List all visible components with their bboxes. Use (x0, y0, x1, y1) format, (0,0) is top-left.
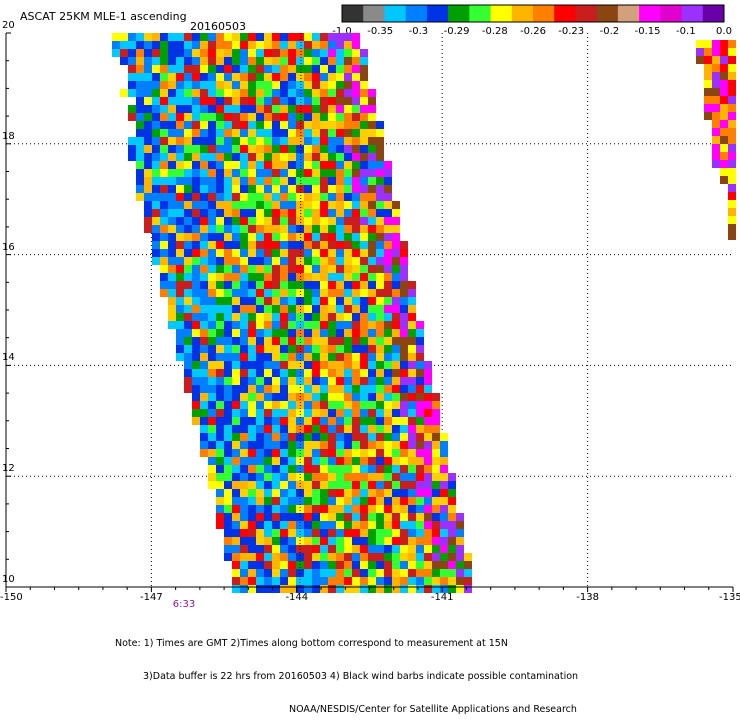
x-tick-label: -138 (576, 592, 599, 603)
x-tick-label: -141 (430, 592, 454, 603)
y-tick-label: 12 (2, 463, 15, 475)
colorbar-segment (426, 5, 449, 22)
y-tick-label: 10 (2, 574, 15, 585)
colorbar-tick-label: -0.1 (676, 26, 696, 37)
colorbar-segment (575, 5, 598, 22)
colorbar-tick-label: -0.15 (634, 26, 661, 37)
colorbar-tick-label: 0.0 (716, 26, 732, 37)
swath-map (5, 32, 736, 593)
colorbar-tick-label: -0.28 (481, 26, 508, 37)
x-tick-label: -147 (140, 592, 163, 603)
colorbar-segment (490, 5, 513, 22)
note-line-2: 3)Data buffer is 22 hrs from 20160503 4)… (143, 671, 579, 682)
colorbar-tick-label: -0.26 (520, 26, 546, 37)
swath-cells (112, 33, 472, 593)
x-tick-label: -144 (285, 592, 309, 603)
y-tick-label: 18 (2, 130, 15, 142)
colorbar-tick-label: -0.2 (599, 26, 620, 37)
colorbar-segment (660, 5, 683, 22)
colorbar-segment (448, 5, 470, 22)
product-date: 20160503 (190, 20, 246, 33)
colorbar-segment (533, 5, 555, 22)
colorbar-segment (639, 5, 661, 22)
colorbar-segment (384, 5, 407, 22)
colorbar-segment (363, 5, 385, 22)
colorbar-tick-label: -1.0 (332, 26, 352, 37)
colorbar-tick-label: -0.29 (443, 26, 470, 37)
colorbar-segment (405, 5, 428, 22)
swath-cells-east (696, 40, 736, 240)
colorbar-segment (469, 5, 492, 22)
colorbar-segment (554, 5, 576, 22)
colorbar-segment (617, 5, 640, 22)
y-tick-label: 20 (2, 20, 15, 31)
colorbar-segment (681, 5, 704, 22)
colorbar-tick-label: -0.23 (558, 26, 585, 37)
footnotes: Note: 1) Times are GMT 2)Times along bot… (115, 616, 578, 726)
colorbar (341, 4, 725, 23)
y-tick-label: 16 (2, 241, 15, 253)
product-title: ASCAT 25KM MLE-1 ascending (20, 10, 187, 23)
pass-time-label: 6:33 (172, 599, 196, 610)
y-tick-label: 14 (2, 352, 15, 364)
colorbar-frame (341, 4, 725, 23)
x-tick-label: -135 (719, 592, 740, 603)
colorbar-segment (511, 5, 534, 22)
colorbar-segment (702, 5, 725, 22)
colorbar-segment (342, 5, 364, 22)
x-tick-label: -150 (0, 592, 23, 603)
colorbar-tick-label: -0.3 (408, 26, 429, 37)
colorbar-segment (596, 5, 619, 22)
note-line-3: NOAA/NESDIS/Center for Satellite Applica… (289, 704, 577, 715)
note-line-1: Note: 1) Times are GMT 2)Times along bot… (115, 638, 508, 649)
colorbar-tick-label: -0.35 (367, 26, 394, 37)
